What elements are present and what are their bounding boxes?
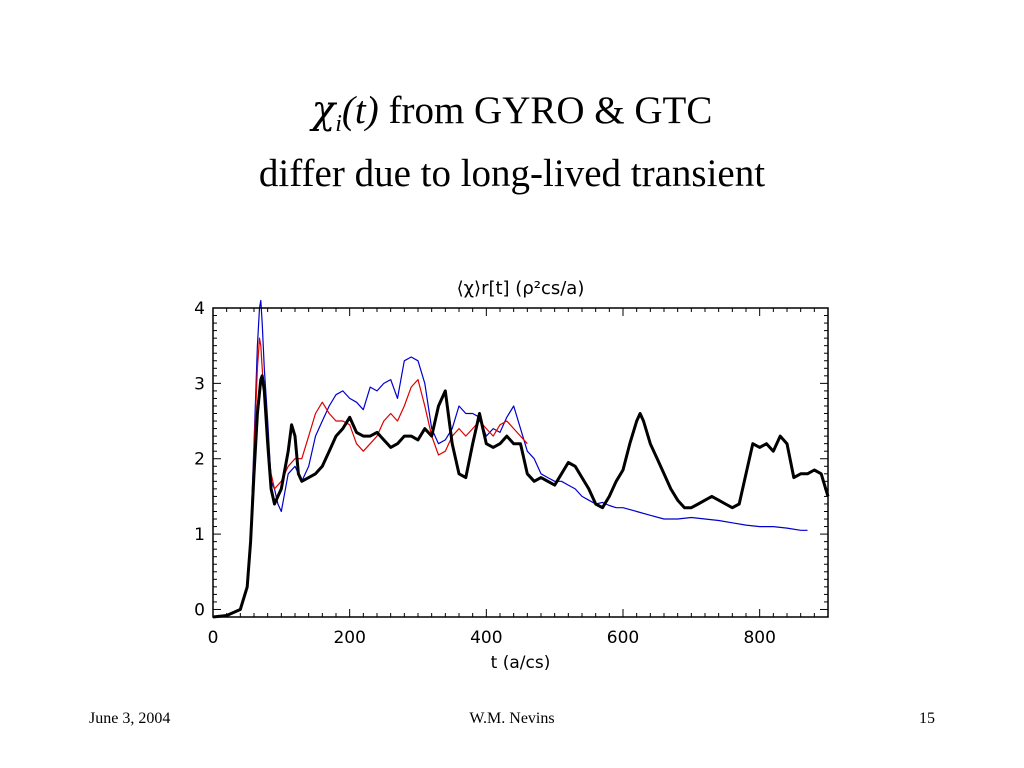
y-tick-label: 2 bbox=[194, 450, 205, 470]
plot-frame bbox=[212, 307, 829, 618]
plot-area bbox=[212, 299, 830, 619]
y-tick-label: 1 bbox=[194, 525, 205, 545]
y-tick-label: 0 bbox=[194, 600, 205, 620]
series-line-1 bbox=[212, 299, 808, 618]
x-tick-label: 0 bbox=[208, 628, 219, 648]
series-line-3 bbox=[212, 374, 830, 619]
x-tick-label: 400 bbox=[470, 628, 502, 648]
x-tick-label: 800 bbox=[743, 628, 775, 648]
x-axis-label: t (a/cs) bbox=[491, 653, 551, 673]
series-line-2 bbox=[212, 337, 528, 618]
chi-symbol: χ bbox=[311, 88, 336, 133]
chi-subscript: i bbox=[335, 111, 342, 137]
title-time-arg: (t) bbox=[341, 89, 379, 132]
axes: 0 200 400 600 800 0 1 2 3 4 bbox=[194, 299, 829, 648]
chart-title: ⟨χ⟩r[t] (ρ²cs/a) bbox=[457, 278, 585, 299]
y-tick-label: 3 bbox=[194, 374, 205, 394]
slide-title: χi(t) from GYRO & GTC differ due to long… bbox=[0, 86, 1024, 199]
footer-date: June 3, 2004 bbox=[89, 710, 171, 727]
y-tick-label: 4 bbox=[194, 299, 205, 319]
x-tick-label: 200 bbox=[333, 628, 365, 648]
footer-author: W.M. Nevins bbox=[469, 710, 555, 727]
title-rest: from GYRO & GTC bbox=[378, 89, 713, 132]
title-line-2: differ due to long-lived transient bbox=[258, 152, 766, 195]
title-line-1: χi(t) from GYRO & GTC bbox=[0, 86, 1024, 149]
footer-page-number: 15 bbox=[919, 710, 935, 727]
x-tick-label: 600 bbox=[607, 628, 639, 648]
